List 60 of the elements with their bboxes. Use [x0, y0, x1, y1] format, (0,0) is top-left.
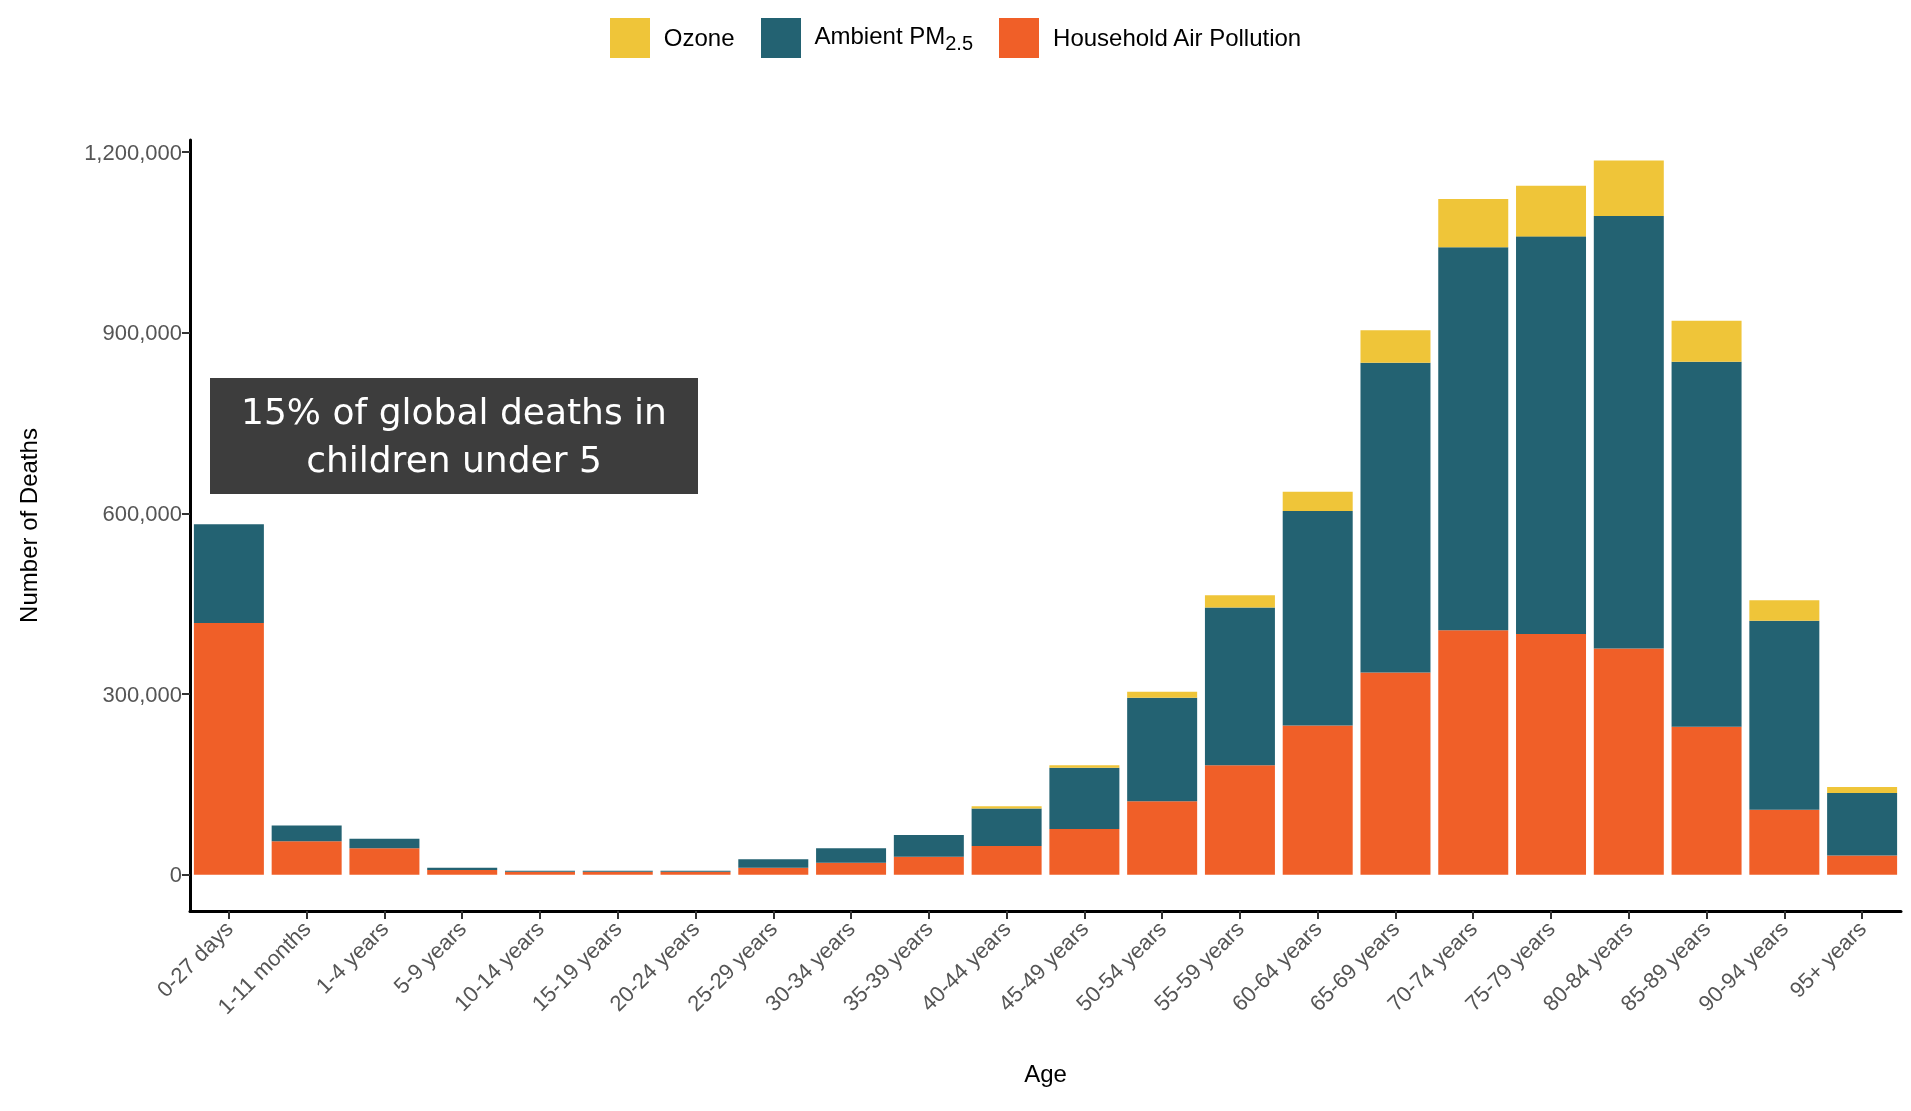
- bar: [1049, 765, 1120, 768]
- bar: [1049, 767, 1120, 830]
- y-tick-label: 900,000: [102, 320, 182, 346]
- bar: [1049, 829, 1120, 875]
- bar: [816, 848, 887, 863]
- bar: [1671, 361, 1742, 727]
- bar: [1593, 215, 1664, 649]
- legend-label: Household Air Pollution: [1053, 24, 1302, 52]
- bar: [893, 835, 964, 857]
- bar: [193, 623, 264, 875]
- y-tick-label: 0: [169, 862, 182, 888]
- bar: [1282, 491, 1353, 512]
- bar: [193, 524, 264, 624]
- bar: [1438, 247, 1509, 631]
- y-tick-label: 600,000: [102, 500, 182, 526]
- bar: [1749, 620, 1820, 810]
- bar: [1749, 600, 1820, 621]
- bar: [1827, 855, 1898, 875]
- bar: [971, 806, 1042, 809]
- bar: [1127, 691, 1198, 698]
- bar: [1516, 185, 1587, 237]
- bar: [1282, 511, 1353, 726]
- bar: [816, 862, 887, 875]
- bar: [1516, 236, 1587, 634]
- bar: [1671, 726, 1742, 875]
- bar: [1671, 320, 1742, 362]
- bar: [271, 841, 342, 875]
- y-axis-title: Number of Deaths: [14, 428, 42, 623]
- bar: [349, 838, 420, 849]
- bar: [1204, 595, 1275, 608]
- y-tick-label: 300,000: [102, 681, 182, 707]
- bar: [1438, 199, 1509, 248]
- bar: [1827, 786, 1898, 793]
- bar: [1749, 809, 1820, 875]
- bar: [349, 848, 420, 875]
- bar: [1204, 765, 1275, 875]
- bar: [1127, 801, 1198, 875]
- bar: [893, 856, 964, 875]
- legend-label: Ozone: [663, 24, 735, 52]
- annotation: 15% of global deaths in children under 5: [210, 378, 698, 494]
- bar: [1127, 697, 1198, 802]
- bar: [1282, 725, 1353, 875]
- bar: [1438, 630, 1509, 875]
- bar: [1593, 648, 1664, 875]
- bar: [1827, 792, 1898, 856]
- x-axis-title: Age: [1024, 1059, 1067, 1087]
- legend-label: Ambient PM$_{2.5}$: [814, 21, 974, 55]
- bar: [1204, 607, 1275, 766]
- bar: [738, 867, 809, 875]
- bar: [1360, 362, 1431, 673]
- bar: [971, 845, 1042, 875]
- bar: [1516, 633, 1587, 875]
- bar: [1593, 160, 1664, 216]
- bar: [738, 859, 809, 868]
- bar: [1360, 330, 1431, 363]
- bar: [427, 870, 498, 875]
- bar: [1360, 672, 1431, 875]
- y-tick-label: 1,200,000: [84, 139, 182, 165]
- bar: [971, 808, 1042, 846]
- bar: [271, 825, 342, 842]
